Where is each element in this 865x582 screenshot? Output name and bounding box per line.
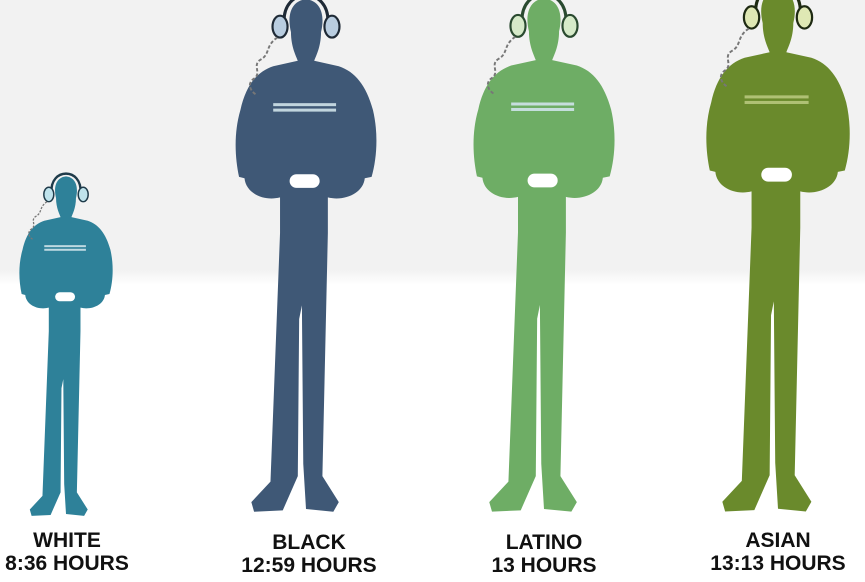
figure-asian bbox=[706, 0, 850, 512]
ear-cup bbox=[561, 13, 579, 38]
ear-cup bbox=[77, 186, 89, 203]
value-label-latino: 13 HOURS bbox=[491, 554, 597, 577]
category-label-black: BLACK bbox=[272, 531, 346, 554]
headphone-cable bbox=[248, 36, 278, 96]
shirt-stripe bbox=[44, 248, 86, 251]
shirt-stripe bbox=[744, 95, 809, 99]
shirt-stripe bbox=[744, 100, 809, 104]
shirt-stripe bbox=[44, 245, 86, 248]
ear-cup bbox=[509, 13, 527, 38]
headphones-icon bbox=[282, 0, 330, 25]
figure-latino bbox=[473, 0, 615, 512]
figure-white bbox=[19, 172, 113, 516]
shirt-stripe bbox=[511, 107, 575, 111]
ear-cup bbox=[43, 186, 55, 203]
headphone-cable bbox=[28, 201, 48, 241]
headphones-icon bbox=[754, 0, 802, 15]
value-label-white: 8:36 HOURS bbox=[5, 552, 129, 575]
device-icon bbox=[289, 174, 320, 188]
device-icon bbox=[761, 167, 792, 182]
ear-cup bbox=[742, 5, 761, 30]
ear-cup bbox=[323, 14, 341, 39]
headphone-cable bbox=[719, 27, 750, 88]
category-label-latino: LATINO bbox=[505, 531, 583, 554]
shirt-stripe bbox=[273, 103, 337, 107]
headphone-cable bbox=[486, 36, 516, 96]
headphones-icon bbox=[50, 172, 82, 193]
category-label-asian: ASIAN bbox=[745, 529, 811, 552]
shirt-stripe bbox=[511, 102, 575, 106]
figure-black bbox=[235, 0, 377, 512]
ear-cup bbox=[795, 5, 814, 30]
shirt-stripe bbox=[273, 108, 337, 112]
ear-cup bbox=[271, 14, 289, 39]
device-icon bbox=[55, 292, 76, 302]
category-label-white: WHITE bbox=[33, 529, 101, 552]
device-icon bbox=[527, 173, 558, 188]
value-label-black: 12:59 HOURS bbox=[241, 554, 377, 577]
value-label-asian: 13:13 HOURS bbox=[710, 552, 846, 575]
headphones-icon bbox=[520, 0, 568, 24]
